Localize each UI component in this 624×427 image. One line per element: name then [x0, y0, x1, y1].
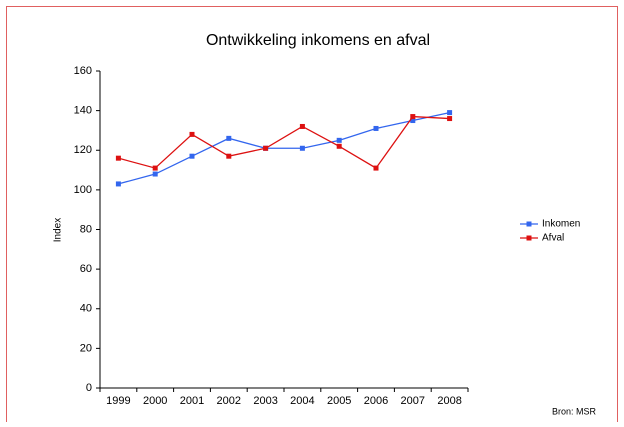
y-axis-label: Index — [53, 218, 64, 242]
y-tick-label: 0 — [86, 382, 92, 394]
y-tick-label: 140 — [74, 105, 92, 117]
y-tick-label: 60 — [80, 263, 92, 275]
legend-marker — [526, 235, 532, 241]
x-tick-label: 2000 — [143, 395, 167, 407]
marker — [410, 118, 416, 124]
chart-title: Ontwikkeling inkomens en afval — [206, 32, 430, 49]
marker — [226, 135, 232, 141]
series-line — [118, 111, 450, 185]
marker — [447, 110, 453, 116]
x-tick-label: 2002 — [217, 395, 241, 407]
marker — [336, 143, 342, 149]
series-line — [118, 115, 450, 169]
legend-marker — [526, 221, 532, 227]
marker — [373, 125, 379, 131]
marker — [189, 153, 195, 159]
marker — [299, 145, 305, 151]
marker — [152, 165, 158, 171]
x-tick-label: 2005 — [327, 395, 351, 407]
y-tick-label: 80 — [80, 223, 92, 235]
x-tick-label: 2003 — [253, 395, 277, 407]
y-tick-label: 40 — [80, 303, 92, 315]
x-tick-label: 2004 — [290, 395, 314, 407]
frame — [6, 6, 618, 422]
marker — [152, 171, 158, 177]
legend-label: Inkomen — [542, 219, 580, 230]
y-tick-label: 100 — [74, 184, 92, 196]
marker — [226, 153, 232, 159]
y-tick-label: 20 — [80, 342, 92, 354]
x-tick-label: 2007 — [401, 395, 425, 407]
x-tick-label: 2006 — [364, 395, 388, 407]
y-tick-label: 120 — [74, 144, 92, 156]
marker — [115, 181, 121, 187]
marker — [373, 165, 379, 171]
y-tick-label: 160 — [74, 65, 92, 77]
marker — [336, 137, 342, 143]
marker — [115, 155, 121, 161]
marker — [263, 145, 269, 151]
source: Bron: MSR — [552, 406, 597, 416]
x-tick-label: 1999 — [106, 395, 130, 407]
legend-label: Afval — [542, 233, 564, 244]
marker — [189, 131, 195, 137]
x-tick-label: 2001 — [180, 395, 204, 407]
marker — [299, 123, 305, 129]
marker — [410, 114, 416, 120]
marker — [447, 116, 453, 122]
x-tick-label: 2008 — [437, 395, 461, 407]
